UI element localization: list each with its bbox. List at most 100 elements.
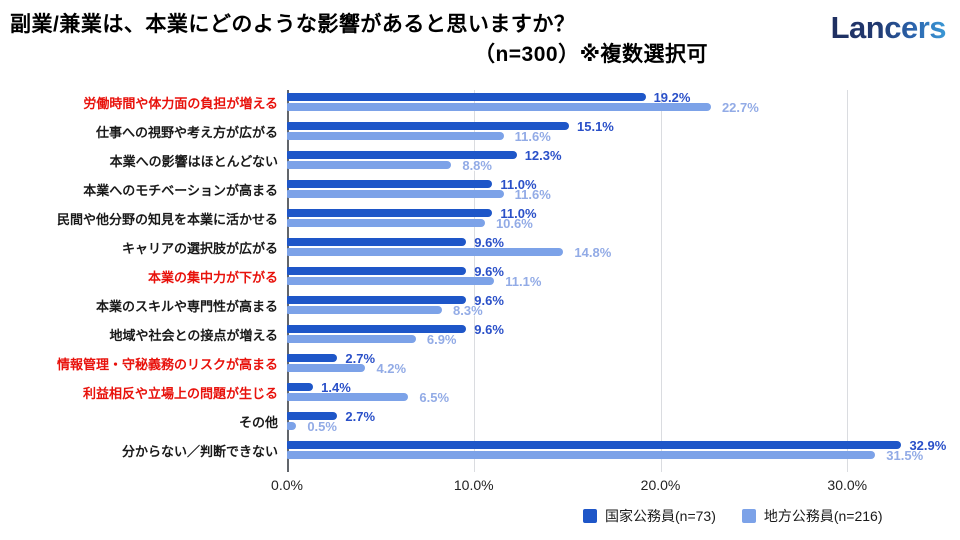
category-label: 民間や他分野の知見を本業に活かせる: [56, 212, 278, 227]
title-line-1: 副業/兼業は、本業にどのような影響があると思いますか？: [10, 13, 576, 36]
bar-national: [287, 180, 493, 188]
value-label-national: 2.7%: [345, 409, 376, 424]
value-label-local: 22.7%: [721, 100, 759, 115]
legend-swatch-local: [741, 509, 756, 523]
bar-local: [287, 103, 711, 111]
value-label-national: 12.3%: [524, 148, 562, 163]
value-label-local: 31.5%: [886, 448, 924, 463]
title-line-2: （n=300）※複数選択可: [473, 43, 708, 66]
value-label-national: 2.7%: [345, 351, 376, 366]
value-label-national: 32.9%: [909, 438, 947, 453]
value-label-local: 11.6%: [514, 129, 551, 144]
bar-local: [287, 219, 485, 227]
category-label: キャリアの選択肢が広がる: [121, 241, 278, 256]
value-label-national: 15.1%: [577, 119, 614, 134]
gridline: [847, 90, 849, 472]
value-label-local: 0.5%: [307, 419, 337, 434]
lancers-logo: Lancers: [830, 10, 947, 45]
bar-national: [287, 441, 902, 449]
category-label: 本業へのモチベーションが高まる: [83, 183, 278, 198]
bar-zone: 12.3% 8.8%: [287, 148, 950, 177]
bar-local: [287, 132, 504, 140]
legend: 国家公務員(n=73) 地方公務員(n=216): [583, 506, 883, 526]
bar-zone: 19.2% 22.7%: [287, 90, 950, 119]
value-label-local: 8.3%: [453, 303, 483, 318]
bar-chart: 労働時間や体力面の負担が増える 19.2% 22.7% 仕事への視野や考え方が広がる 1…: [0, 90, 960, 472]
x-tick-label: 20.0%: [640, 477, 681, 493]
bar-zone: 9.6% 14.8%: [287, 235, 950, 264]
bar-local: [287, 422, 297, 430]
bar-local: [287, 248, 564, 256]
bar-national: [287, 383, 314, 391]
category-label: その他: [238, 415, 278, 430]
x-axis: 0.0% 10.0% 20.0% 30.0%: [271, 477, 950, 497]
bar-national: [287, 93, 646, 101]
bar-local: [287, 277, 495, 285]
bar-national: [287, 267, 467, 275]
chart-row: 労働時間や体力面の負担が増える 19.2% 22.7%: [0, 90, 960, 119]
category-label: 本業のスキルや専門性が高まる: [95, 299, 278, 314]
bar-zone: 9.6% 6.9%: [287, 322, 950, 351]
bar-local: [287, 451, 876, 459]
bar-local: [287, 335, 416, 343]
bar-local: [287, 364, 366, 372]
chart-row: 地域や社会との接点が増える 9.6% 6.9%: [0, 322, 960, 351]
value-label-national: 1.4%: [321, 380, 351, 395]
legend-item-local: 地方公務員(n=216): [741, 506, 883, 526]
bar-zone: 9.6% 11.1%: [287, 264, 950, 293]
value-label-local: 6.9%: [426, 332, 457, 347]
bar-national: [287, 412, 338, 420]
category-label: 分からない／判断できない: [121, 444, 278, 459]
chart-row: 情報管理・守秘義務のリスクが高まる 2.7% 4.2%: [0, 351, 960, 380]
bar-national: [287, 354, 338, 362]
bar-local: [287, 190, 504, 198]
category-label: 本業の集中力が下がる: [147, 270, 278, 285]
bar-local: [287, 161, 452, 169]
legend-label-local: 地方公務員(n=216): [763, 508, 883, 524]
bar-zone: 9.6% 8.3%: [287, 293, 950, 322]
x-tick-label: 0.0%: [271, 477, 303, 493]
bar-local: [287, 306, 442, 314]
gridline: [660, 90, 662, 472]
legend-swatch-national: [583, 509, 597, 523]
chart-row: 分からない／判断できない 32.9% 31.5%: [0, 438, 960, 467]
chart-row: その他 2.7% 0.5%: [0, 409, 960, 438]
chart-row: 仕事への視野や考え方が広がる 15.1% 11.6%: [0, 119, 960, 148]
value-label-national: 9.6%: [474, 264, 504, 279]
bar-national: [287, 122, 569, 130]
bar-zone: 15.1% 11.6%: [287, 119, 950, 148]
category-label: 労働時間や体力面の負担が増える: [83, 96, 278, 111]
value-label-local: 4.2%: [376, 361, 407, 376]
category-label: 本業への影響はほとんどない: [109, 154, 278, 169]
category-label: 情報管理・守秘義務のリスクが高まる: [56, 357, 278, 372]
bar-zone: 32.9% 31.5%: [287, 438, 950, 467]
category-label: 利益相反や立場上の問題が生じる: [82, 386, 278, 401]
chart-row: 利益相反や立場上の問題が生じる 1.4% 6.5%: [0, 380, 960, 409]
bar-zone: 2.7% 0.5%: [287, 409, 950, 438]
chart-row: 本業の集中力が下がる 9.6% 11.1%: [0, 264, 960, 293]
chart-title: 副業/兼業は、本業にどのような影響があると思いますか？ （n=300）※複数選択…: [10, 10, 708, 70]
chart-row: 本業へのモチベーションが高まる 11.0% 11.6%: [0, 177, 960, 206]
value-label-national: 19.2%: [653, 90, 691, 105]
chart-row: 民間や他分野の知見を本業に活かせる 11.0% 10.6%: [0, 206, 960, 235]
bar-national: [287, 151, 517, 159]
bar-national: [287, 325, 467, 333]
bar-zone: 11.0% 11.6%: [287, 177, 950, 206]
bar-zone: 11.0% 10.6%: [287, 206, 950, 235]
value-label-national: 9.6%: [474, 293, 504, 308]
bar-zone: 1.4% 6.5%: [287, 380, 950, 409]
value-label-local: 10.6%: [495, 216, 533, 231]
category-label: 仕事への視野や考え方が広がる: [95, 125, 278, 140]
x-tick-label: 10.0%: [453, 477, 494, 493]
bar-national: [287, 238, 467, 246]
value-label-local: 11.6%: [514, 187, 551, 202]
value-label-local: 14.8%: [574, 245, 612, 260]
x-tick-label: 30.0%: [827, 477, 868, 493]
chart-row: 本業のスキルや専門性が高まる 9.6% 8.3%: [0, 293, 960, 322]
value-label-national: 11.0%: [500, 177, 537, 192]
value-label-local: 6.5%: [419, 390, 450, 405]
value-label-national: 9.6%: [474, 322, 504, 337]
bar-zone: 2.7% 4.2%: [287, 351, 950, 380]
chart-row: キャリアの選択肢が広がる 9.6% 14.8%: [0, 235, 960, 264]
